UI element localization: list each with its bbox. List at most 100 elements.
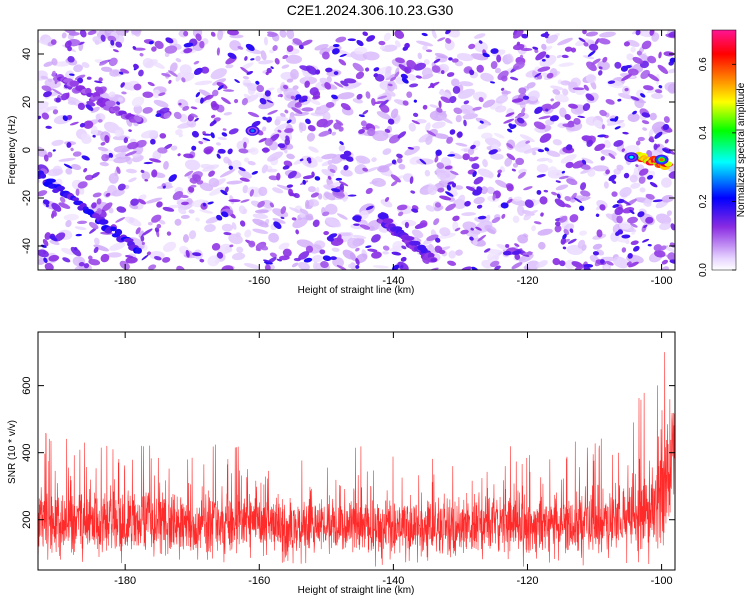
heatmap-x-ticks: -180 -160 -140 -120 -100: [114, 30, 673, 287]
heatmap-cell: [97, 146, 109, 152]
heatmap-cell: [490, 61, 498, 69]
heatmap-cell: [295, 229, 300, 235]
heatmap-cell: [395, 57, 405, 64]
heatmap-cell: [299, 212, 306, 218]
heatmap-cell: [129, 138, 137, 143]
heatmap-cell: [425, 122, 431, 132]
heatmap-cell: [156, 201, 163, 208]
heatmap-cell: [73, 64, 84, 73]
heatmap-feature-cell: [69, 80, 80, 87]
heatmap-cell: [457, 194, 466, 205]
heatmap-cell: [468, 43, 476, 50]
heatmap-cell: [347, 263, 353, 269]
heatmap-cell: [637, 136, 645, 142]
heatmap-cell: [454, 227, 461, 232]
heatmap-cell: [222, 89, 235, 92]
heatmap-cell: [239, 220, 246, 227]
heatmap-cell: [638, 168, 649, 176]
heatmap-cell: [257, 200, 266, 208]
heatmap-cell: [512, 162, 519, 168]
heatmap-cell: [210, 132, 215, 139]
heatmap-cell: [497, 172, 501, 178]
heatmap-cell: [362, 51, 380, 61]
heatmap-cell: [231, 159, 242, 170]
heatmap-cell: [327, 175, 332, 180]
heatmap-cell: [635, 140, 641, 146]
heatmap-cell: [608, 153, 616, 159]
heatmap-cell: [623, 172, 630, 179]
heatmap-cell: [321, 168, 335, 177]
heatmap-cell: [72, 151, 82, 157]
heatmap-cell: [631, 231, 636, 235]
heatmap-cell: [641, 40, 652, 50]
colorbar-tick-label: 0.2: [698, 194, 709, 208]
heatmap-cell: [397, 211, 404, 217]
heatmap-cell: [643, 85, 654, 91]
heatmap-cell: [411, 229, 424, 239]
heatmap-cell: [371, 98, 376, 106]
heatmap-cell: [280, 206, 287, 215]
heatmap-cell: [536, 260, 548, 268]
x-tick-label: -140: [382, 275, 404, 287]
heatmap-cell: [396, 204, 408, 211]
heatmap-cell: [616, 164, 624, 171]
heatmap-cell: [137, 198, 146, 205]
heatmap-cell: [291, 262, 299, 268]
heatmap-cell: [638, 176, 646, 184]
heatmap-cell: [244, 157, 250, 163]
heatmap-cell: [243, 141, 247, 149]
heatmap-cell: [459, 81, 474, 87]
heatmap-cell: [212, 120, 217, 124]
heatmap-cell: [536, 189, 542, 195]
heatmap-cell: [525, 140, 530, 144]
heatmap-cell: [47, 78, 53, 83]
heatmap-cell: [662, 148, 671, 154]
heatmap-cell: [471, 266, 479, 270]
heatmap-cell: [277, 143, 286, 149]
heatmap-cell: [294, 97, 300, 101]
heatmap-cell: [240, 199, 250, 203]
heatmap-cell: [158, 219, 166, 225]
heatmap-cell: [181, 201, 189, 206]
heatmap-cell: [292, 217, 308, 229]
heatmap-cell: [565, 144, 573, 151]
heatmap-cell: [378, 40, 386, 46]
heatmap-cell: [440, 70, 445, 75]
heatmap-cell: [81, 62, 90, 68]
heatmap-cell: [649, 181, 658, 188]
heatmap-cell: [131, 96, 145, 107]
heatmap-cell: [662, 123, 670, 131]
heatmap-cell: [58, 157, 76, 162]
heatmap-cell: [217, 30, 224, 41]
heatmap-cell: [86, 76, 92, 80]
heatmap-cell: [323, 230, 330, 236]
heatmap-cell: [314, 43, 329, 51]
heatmap-cell: [91, 172, 100, 179]
heatmap-cell: [248, 240, 256, 248]
heatmap-cell: [97, 119, 103, 123]
heatmap-cell: [635, 164, 639, 168]
heatmap-cell: [559, 260, 566, 267]
heatmap-cell: [331, 94, 338, 100]
heatmap-cell: [325, 217, 342, 228]
heatmap-cell: [585, 73, 597, 84]
heatmap-feature-cell: [91, 212, 100, 219]
heatmap-cell: [143, 161, 154, 165]
heatmap-cell: [59, 196, 66, 203]
heatmap-cell: [58, 202, 71, 210]
heatmap-cell: [614, 126, 621, 130]
heatmap-cell: [362, 110, 369, 115]
heatmap-cell: [635, 30, 641, 36]
heatmap-cell: [339, 141, 344, 146]
heatmap-cell: [447, 260, 457, 266]
heatmap-cell: [580, 190, 591, 197]
heatmap-cell: [304, 80, 310, 88]
heatmap-cell: [161, 72, 171, 77]
heatmap-cell: [298, 44, 304, 50]
heatmap-cell: [476, 204, 483, 209]
heatmap-cell: [228, 128, 239, 135]
heatmap-cell: [154, 40, 164, 49]
heatmap-cell: [84, 174, 94, 181]
heatmap-cell: [637, 211, 645, 218]
heatmap-cell: [328, 233, 338, 239]
